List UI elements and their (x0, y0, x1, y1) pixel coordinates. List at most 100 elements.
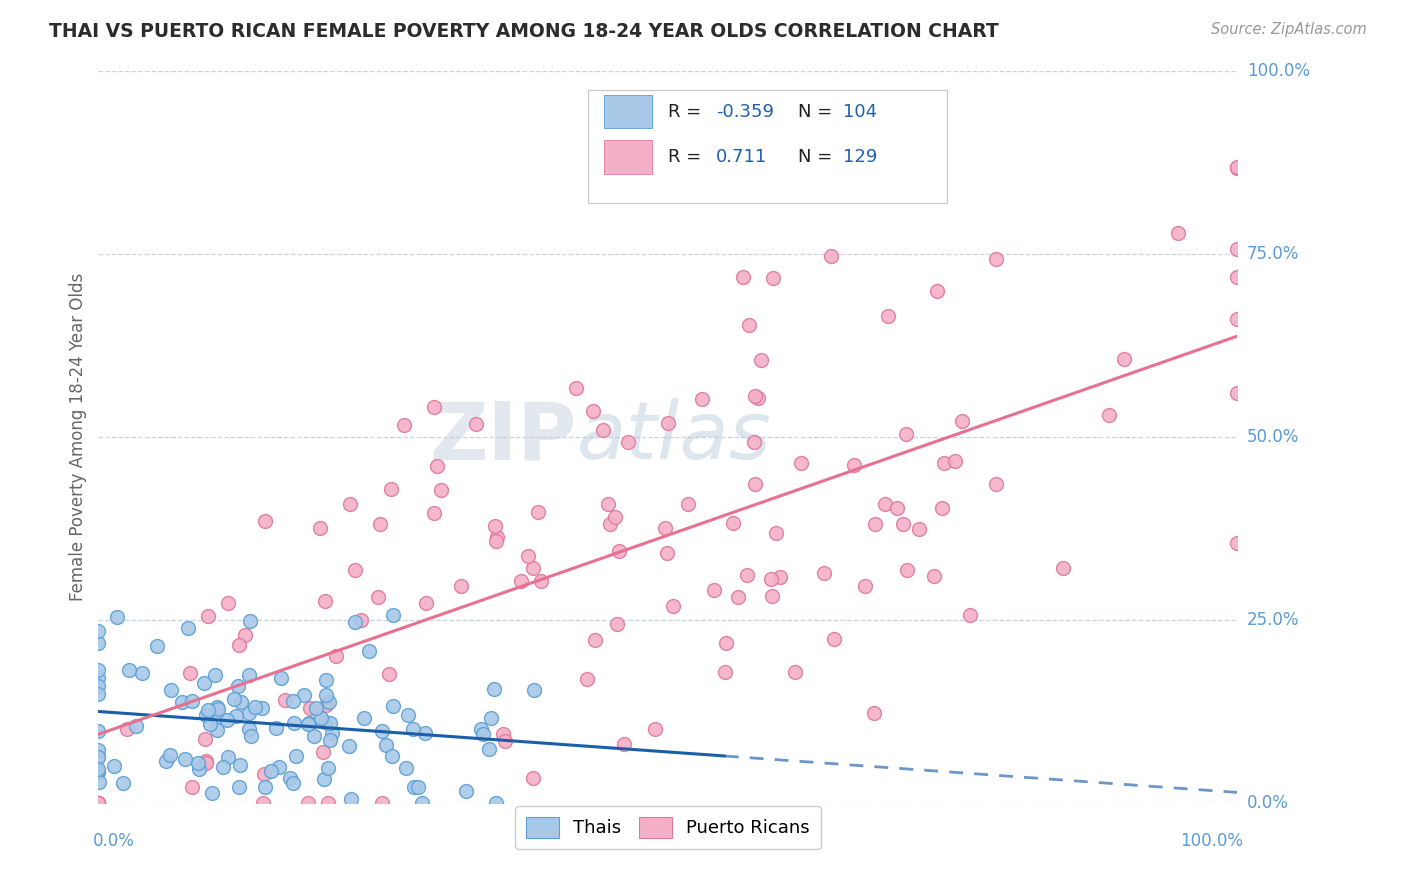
Point (931, 501, 953, 516)
Point (733, 269, 755, 284)
Point (382, 698, 405, 713)
Point (273, 692, 295, 706)
Point (484, 681, 506, 696)
Point (510, 574, 533, 588)
Point (160, 683, 183, 698)
Point (744, 477, 766, 491)
Point (207, 723, 229, 738)
Point (87, 796, 110, 810)
Point (863, 706, 886, 720)
Point (179, 665, 201, 680)
Point (927, 285, 949, 299)
FancyBboxPatch shape (605, 140, 652, 174)
Point (402, 780, 425, 794)
Text: -0.359: -0.359 (716, 103, 773, 120)
Point (877, 310, 900, 324)
Point (315, 688, 337, 702)
Point (381, 607, 404, 622)
Point (582, 404, 605, 418)
Point (87, 671, 110, 685)
Point (863, 517, 886, 532)
Text: 104: 104 (844, 103, 877, 120)
Point (714, 636, 737, 650)
Point (207, 702, 229, 716)
Point (374, 738, 396, 752)
Point (239, 614, 262, 628)
Point (378, 667, 401, 681)
Point (205, 699, 228, 714)
Point (820, 249, 842, 263)
Point (267, 760, 290, 774)
Text: atlas: atlas (576, 398, 772, 476)
Point (1226, 242, 1249, 256)
Point (217, 749, 239, 764)
Point (87, 764, 110, 778)
Point (321, 726, 343, 740)
Point (783, 665, 806, 679)
Point (284, 748, 307, 763)
Point (344, 563, 367, 577)
Point (727, 590, 749, 604)
Point (984, 252, 1007, 267)
Point (1098, 408, 1121, 422)
Point (212, 760, 235, 774)
Point (423, 506, 446, 520)
FancyBboxPatch shape (605, 95, 652, 128)
Point (661, 599, 683, 613)
Point (87, 743, 110, 757)
Point (396, 708, 419, 723)
Point (485, 796, 508, 810)
Text: 100.0%: 100.0% (1247, 62, 1310, 80)
Point (87, 636, 110, 650)
Point (87, 796, 110, 810)
Point (87, 750, 110, 764)
Point (607, 544, 630, 558)
Point (370, 723, 392, 738)
Point (371, 796, 394, 810)
Point (238, 722, 260, 736)
Point (813, 566, 835, 580)
Point (1226, 161, 1249, 175)
Point (281, 694, 304, 708)
Point (450, 579, 472, 593)
Point (312, 745, 335, 759)
Text: 100.0%: 100.0% (1180, 832, 1243, 850)
Point (761, 589, 783, 603)
Point (1226, 535, 1249, 549)
Point (315, 698, 337, 712)
Point (353, 711, 375, 725)
Point (112, 775, 135, 789)
Point (494, 734, 516, 748)
Text: Source: ZipAtlas.com: Source: ZipAtlas.com (1211, 22, 1367, 37)
Point (228, 638, 250, 652)
FancyBboxPatch shape (588, 90, 946, 203)
Point (117, 722, 139, 736)
Point (238, 706, 260, 720)
Point (592, 423, 614, 437)
Text: 75.0%: 75.0% (1247, 245, 1299, 263)
Point (616, 435, 638, 450)
Point (415, 596, 437, 610)
Point (205, 711, 228, 725)
Point (297, 717, 319, 731)
Point (413, 725, 436, 739)
Point (406, 780, 429, 794)
Point (576, 672, 599, 686)
Point (1226, 270, 1249, 285)
Point (426, 459, 449, 474)
Point (891, 516, 914, 531)
Point (657, 546, 679, 560)
Point (239, 729, 262, 743)
Text: 0.711: 0.711 (716, 148, 766, 166)
Point (325, 648, 347, 663)
Point (316, 762, 339, 776)
Point (233, 628, 256, 642)
Text: 50.0%: 50.0% (1247, 428, 1299, 446)
Point (105, 610, 128, 624)
Point (894, 427, 917, 442)
Point (87, 796, 110, 810)
Point (747, 391, 769, 405)
Point (485, 529, 508, 543)
Point (339, 791, 361, 805)
Point (87, 663, 110, 677)
